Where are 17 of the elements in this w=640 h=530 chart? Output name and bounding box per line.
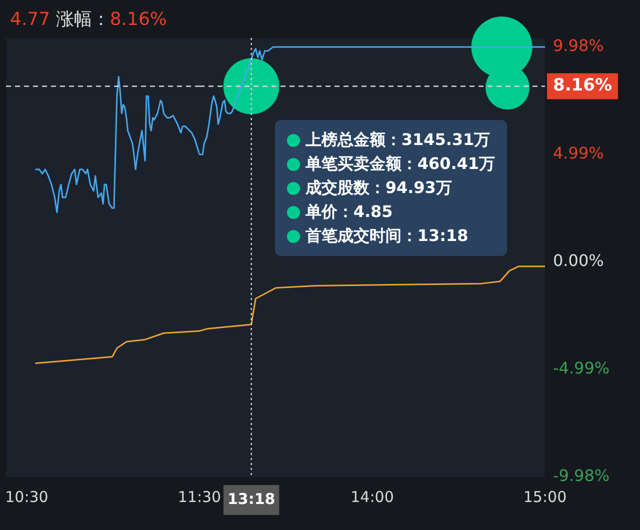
y-tick-label: 4.99% [553, 144, 604, 163]
y-tick-label: -9.98% [553, 466, 610, 486]
annotation: 成交股数：94.93万 [305, 178, 452, 199]
ref-line-label: 8.16% [552, 76, 612, 96]
ref-line-label: 13:18 [227, 490, 276, 508]
x-tick-label: 10:30 [5, 488, 48, 506]
annotation: 首笔成交时间：13:18 [305, 226, 468, 247]
y-tick-label: 9.98% [553, 36, 604, 56]
x-tick-label: 15:00 [523, 488, 567, 506]
annotation: 上榜总金额：3145.31万 [305, 130, 490, 151]
annotation: 单笔买卖金额：460.41万 [305, 154, 496, 175]
y-tick-label: 0.00% [553, 251, 604, 270]
x-tick-label: 14:00 [350, 488, 394, 506]
annotation: 单价：4.85 [305, 202, 393, 223]
y-tick-label: -4.99% [553, 358, 610, 378]
chart-title: 4.77 涨幅：8.16% [10, 9, 167, 30]
x-tick-label: 11:30 [178, 488, 222, 506]
